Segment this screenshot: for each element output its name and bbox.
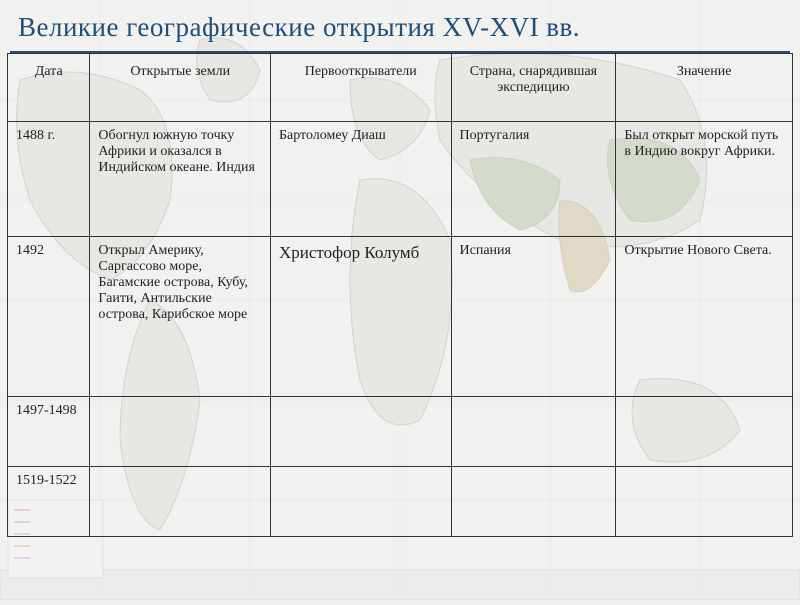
cell-country bbox=[451, 397, 616, 467]
cell-discoverers: Христофор Колумб bbox=[270, 237, 451, 397]
cell-discoverers bbox=[270, 467, 451, 537]
cell-date: 1492 bbox=[8, 237, 90, 397]
table-row: 1492 Открыл Америку, Саргассово море, Ба… bbox=[8, 237, 793, 397]
cell-discoverers bbox=[270, 397, 451, 467]
cell-significance: Открытие Нового Света. bbox=[616, 237, 793, 397]
cell-significance bbox=[616, 397, 793, 467]
discoveries-table: Дата Открытые земли Первооткрыватели Стр… bbox=[7, 53, 793, 537]
cell-country: Испания bbox=[451, 237, 616, 397]
header-country: Страна, снарядившая экспедицию bbox=[451, 54, 616, 122]
header-discoverers: Первооткрыватели bbox=[270, 54, 451, 122]
cell-significance bbox=[616, 467, 793, 537]
table-row: 1497-1498 bbox=[8, 397, 793, 467]
cell-date: 1519-1522 bbox=[8, 467, 90, 537]
header-date: Дата bbox=[8, 54, 90, 122]
table-row: 1488 г. Обогнул южную точку Африки и ока… bbox=[8, 122, 793, 237]
cell-discoverers: Бартоломеу Диаш bbox=[270, 122, 451, 237]
cell-lands: Обогнул южную точку Африки и оказался в … bbox=[90, 122, 271, 237]
header-lands: Открытые земли bbox=[90, 54, 271, 122]
header-significance: Значение bbox=[616, 54, 793, 122]
cell-lands bbox=[90, 397, 271, 467]
cell-lands bbox=[90, 467, 271, 537]
table-header-row: Дата Открытые земли Первооткрыватели Стр… bbox=[8, 54, 793, 122]
slide-content: Великие географические открытия XV-XVI в… bbox=[0, 0, 800, 600]
cell-significance: Был открыт морской путь в Индию вокруг А… bbox=[616, 122, 793, 237]
cell-date: 1497-1498 bbox=[8, 397, 90, 467]
table-row: 1519-1522 bbox=[8, 467, 793, 537]
cell-date: 1488 г. bbox=[8, 122, 90, 237]
cell-country: Португалия bbox=[451, 122, 616, 237]
cell-lands: Открыл Америку, Саргассово море, Багамск… bbox=[90, 237, 271, 397]
page-title: Великие географические открытия XV-XVI в… bbox=[0, 0, 800, 51]
cell-country bbox=[451, 467, 616, 537]
